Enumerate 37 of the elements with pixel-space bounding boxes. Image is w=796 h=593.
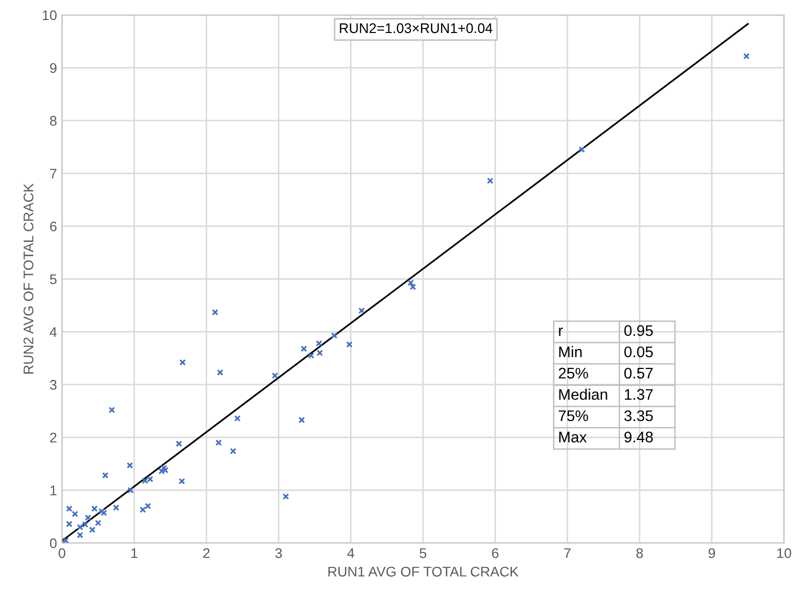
y-tick-label: 2 [50, 432, 56, 442]
x-axis-title: RUN1 AVG OF TOTAL CRACK [328, 566, 519, 577]
y-tick-label: 6 [50, 222, 57, 232]
x-tick-label: 7 [564, 548, 571, 558]
y-tick-label: 4 [50, 327, 57, 337]
y-tick-label: 9 [50, 63, 56, 73]
x-tick-label: 2 [203, 548, 210, 558]
x-tick-label: 3 [275, 548, 282, 558]
x-tick-label: 5 [420, 548, 426, 558]
annotation: 75% [558, 410, 588, 422]
x-tick-label: 4 [347, 548, 354, 558]
y-tick-label: 5 [50, 274, 57, 284]
annotation: 9.48 [624, 432, 653, 442]
x-tick-label: 9 [708, 548, 716, 558]
y-tick-label: 3 [50, 380, 57, 390]
annotation: 25% [558, 368, 588, 379]
x-tick-label: 8 [636, 548, 643, 558]
annotation: 0.05 [624, 346, 653, 358]
annotation: Min [559, 346, 582, 358]
annotation: r [559, 328, 563, 336]
y-axis-title: RUN2 AVG OF TOTAL CRACK [24, 183, 34, 374]
y-tick-label: 10 [42, 10, 57, 20]
x-tick-label: 6 [492, 548, 498, 558]
y-tick-label: 8 [50, 116, 57, 126]
annotation: 0.95 [624, 325, 653, 336]
y-tick-label: 7 [50, 168, 56, 178]
y-tick-label: 0 [50, 538, 57, 548]
x-tick-label: 1 [131, 548, 138, 558]
annotation: RUN2=1.03×RUN1+0.04 [340, 23, 492, 34]
y-tick-label: 1 [50, 486, 56, 496]
annotation: Max [559, 432, 587, 442]
annotation: 0.57 [624, 368, 653, 379]
annotation: Median [559, 388, 608, 400]
annotation: 1.37 [624, 389, 653, 400]
annotation: 3.35 [624, 410, 653, 422]
x-tick-label: 0 [58, 548, 66, 558]
x-tick-label: 10 [777, 548, 792, 558]
